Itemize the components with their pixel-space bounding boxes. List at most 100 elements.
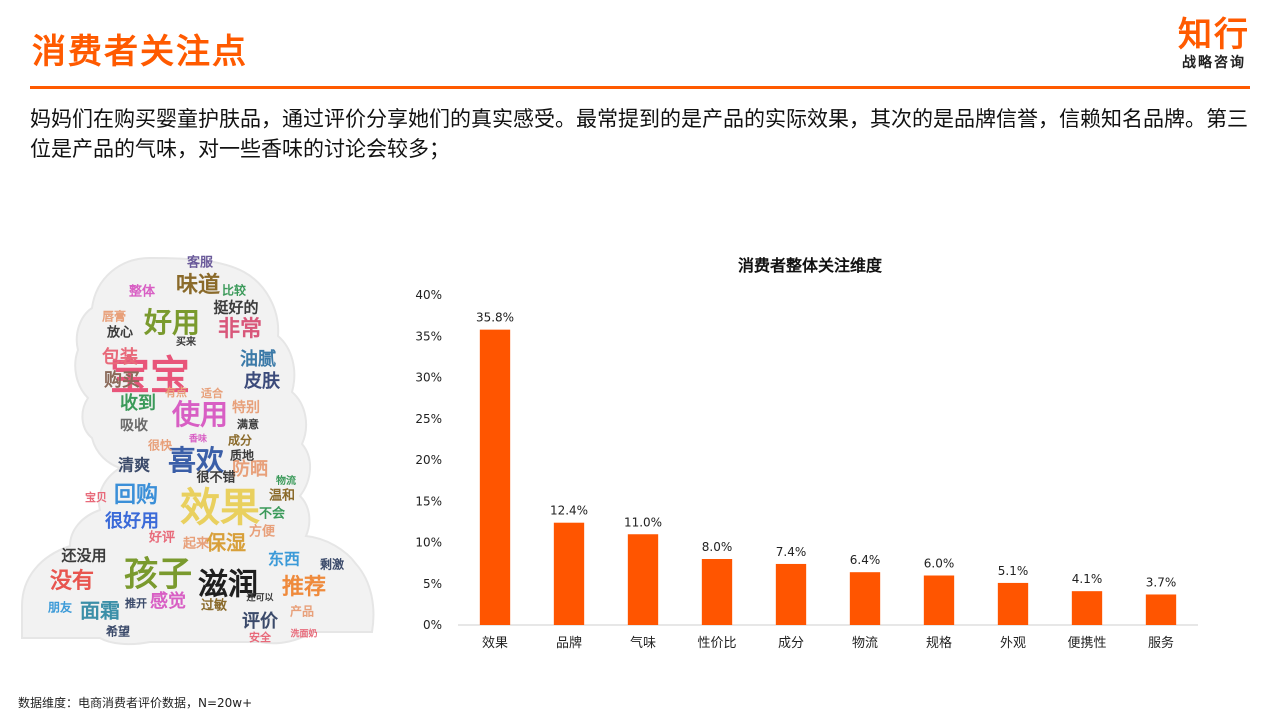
cloud-word: 保湿 xyxy=(205,531,246,555)
x-tick-label: 气味 xyxy=(630,635,656,651)
cloud-word: 防晒 xyxy=(232,458,268,480)
cloud-word: 客服 xyxy=(187,255,214,271)
logo-sub-text: 战略咨询 xyxy=(1182,55,1246,71)
y-tick-label: 35% xyxy=(415,329,442,343)
cloud-word: 效果 xyxy=(180,485,260,531)
cloud-word: 很快 xyxy=(147,438,173,453)
bar xyxy=(775,563,807,625)
cloud-word: 起来 xyxy=(182,536,210,552)
x-tick-label: 便携性 xyxy=(1067,635,1106,651)
cloud-word: 温和 xyxy=(269,488,295,504)
x-tick-label: 性价比 xyxy=(697,636,736,651)
y-tick-label: 10% xyxy=(415,536,442,550)
bar-value-label: 35.8% xyxy=(476,311,514,325)
cloud-word: 还没用 xyxy=(60,547,106,565)
cloud-word: 收到 xyxy=(120,392,156,414)
cloud-word: 推荐 xyxy=(282,574,326,600)
cloud-word: 评价 xyxy=(242,611,279,632)
x-axis: 效果 品牌 气味 性价比 成分 物流 规格 外观 便携性 服务 xyxy=(482,635,1174,651)
cloud-word: 很好用 xyxy=(105,510,159,532)
y-tick-label: 15% xyxy=(415,494,442,508)
cloud-word: 剩激 xyxy=(320,557,344,572)
cloud-word: 特别 xyxy=(232,399,260,416)
cloud-word: 物流 xyxy=(276,474,296,487)
cloud-word: 滋润 xyxy=(198,568,258,603)
cloud-word: 皮肤 xyxy=(244,370,281,392)
cloud-word: 宝贝 xyxy=(85,490,107,504)
cloud-word: 没有 xyxy=(50,568,94,594)
y-tick-label: 30% xyxy=(415,371,442,385)
bar-value-label: 8.0% xyxy=(702,540,733,554)
cloud-word: 推开 xyxy=(125,596,147,610)
bar-value-label: 6.4% xyxy=(850,553,881,567)
logo-main-text: 知行 xyxy=(1178,15,1250,55)
x-tick-label: 规格 xyxy=(926,635,952,651)
cloud-word: 使用 xyxy=(171,398,228,431)
x-tick-label: 外观 xyxy=(1000,636,1026,651)
cloud-word: 购买 xyxy=(104,369,140,391)
bar-value-label: 4.1% xyxy=(1072,572,1103,586)
page-title: 消费者关注点 xyxy=(32,32,248,72)
cloud-word: 清爽 xyxy=(118,456,150,475)
header-divider xyxy=(30,86,1250,89)
cloud-word: 非常 xyxy=(218,316,262,342)
cloud-word: 放心 xyxy=(106,325,133,341)
y-tick-label: 25% xyxy=(415,412,442,426)
bar xyxy=(479,329,511,625)
bar xyxy=(701,559,733,625)
cloud-word: 喜欢 xyxy=(168,444,225,477)
bar xyxy=(627,534,659,625)
summary-text: 妈妈们在购买婴童护肤品，通过评价分享她们的真实感受。最常提到的是产品的实际效果，… xyxy=(30,107,1248,161)
bar-value-label: 3.7% xyxy=(1146,575,1177,589)
cloud-word: 唇膏 xyxy=(102,309,126,324)
bar-chart: 消费者整体关注维度 0% 5% 10% 15% 20% 25% 30% 35% 40% 35.8… xyxy=(400,245,1240,665)
x-tick-label: 品牌 xyxy=(556,635,582,651)
cloud-word: 不会 xyxy=(259,506,286,522)
bar-value-label: 12.4% xyxy=(550,504,588,518)
y-tick-label: 40% xyxy=(415,288,442,302)
x-tick-label: 服务 xyxy=(1148,635,1174,651)
cloud-word: 过敏 xyxy=(201,598,228,614)
bar xyxy=(1145,594,1177,625)
cloud-word: 产品 xyxy=(290,604,314,619)
y-tick-label: 5% xyxy=(423,577,442,591)
cloud-word: 安全 xyxy=(249,630,272,644)
word-cloud: 宝宝 效果 孩子 滋润 喜欢 使用 好用 味道 推荐 没有 面霜 回购 非常 油腻 皮肤 包装 购买 收到 吸收 清爽… xyxy=(0,238,400,658)
cloud-word: 质地 xyxy=(230,448,254,463)
cloud-word: 有点 xyxy=(165,385,187,399)
cloud-word: 朋友 xyxy=(47,600,72,615)
cloud-word: 很不错 xyxy=(196,470,235,486)
cloud-word: 油腻 xyxy=(240,348,276,370)
cloud-word: 感觉 xyxy=(150,590,186,612)
cloud-word: 孩子 xyxy=(124,555,192,595)
cloud-word: 整体 xyxy=(128,284,156,300)
bar xyxy=(553,522,585,625)
cloud-word: 成分 xyxy=(228,433,252,448)
x-tick-label: 效果 xyxy=(482,636,508,651)
cloud-word: 洗面奶 xyxy=(290,628,317,640)
bar xyxy=(849,572,881,625)
bar xyxy=(923,575,955,625)
cloud-word: 面霜 xyxy=(80,599,120,623)
bar-value-label: 6.0% xyxy=(924,557,955,571)
footnote: 数据维度：电商消费者评价数据，N=20w+ xyxy=(18,696,253,710)
cloud-word: 包装 xyxy=(102,346,138,368)
cloud-word: 还可以 xyxy=(245,592,273,604)
y-axis: 0% 5% 10% 15% 20% 25% 30% 35% 40% xyxy=(415,288,442,632)
y-tick-label: 20% xyxy=(415,453,442,467)
bar-value-label: 11.0% xyxy=(624,515,662,529)
cloud-word: 东西 xyxy=(268,550,300,569)
cloud-word: 方便 xyxy=(249,524,276,540)
cloud-word: 吸收 xyxy=(120,417,149,434)
bar xyxy=(1071,591,1103,625)
cloud-word: 好用 xyxy=(143,306,200,339)
cloud-word: 希望 xyxy=(105,624,130,639)
cloud-word: 买来 xyxy=(176,335,197,348)
child-silhouette xyxy=(21,256,375,646)
x-tick-label: 成分 xyxy=(778,636,804,651)
cloud-word: 挺好的 xyxy=(213,299,258,317)
bar xyxy=(997,582,1029,625)
bar-series xyxy=(479,329,1177,625)
cloud-word: 香味 xyxy=(188,433,207,445)
